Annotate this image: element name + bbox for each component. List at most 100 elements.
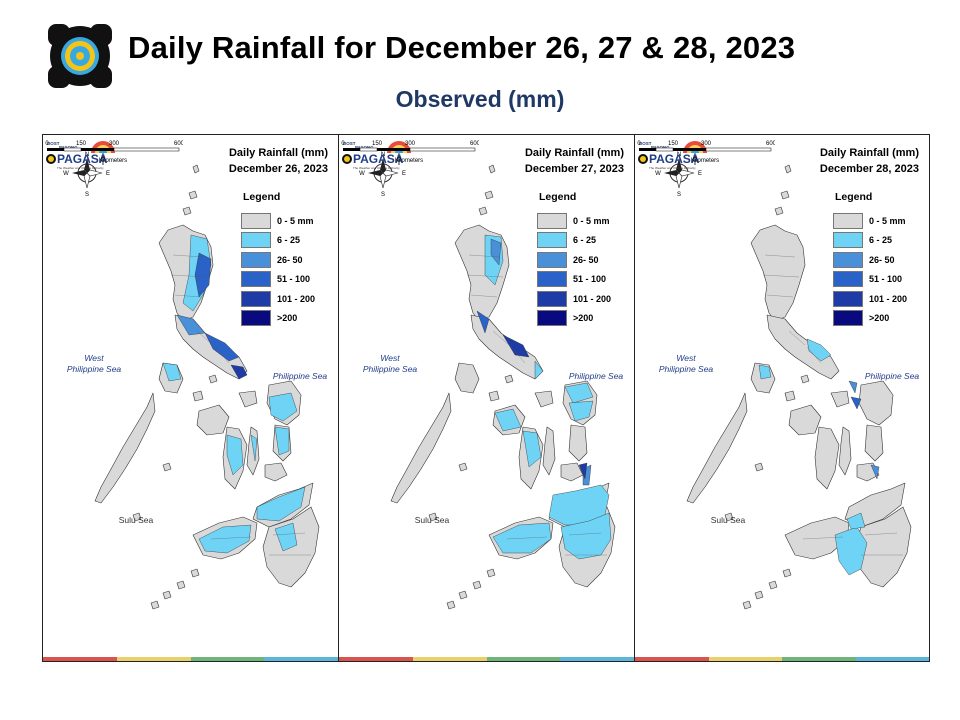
panel-date: December 26, 2023 xyxy=(228,163,328,175)
legend-label: 101 - 200 xyxy=(869,293,908,304)
legend-item: 51 - 100 xyxy=(537,270,611,290)
scale-bar: 0 150 300 600 Kilometers xyxy=(45,141,183,164)
legend-item: 51 - 100 xyxy=(241,270,315,290)
legend-swatch xyxy=(241,271,271,288)
legend-item: 0 - 5 mm xyxy=(241,211,315,231)
legend-label: >200 xyxy=(869,313,890,324)
legend-item: 101 - 200 xyxy=(537,289,611,309)
rainfall-area xyxy=(846,512,866,530)
legend-swatch xyxy=(833,271,863,288)
legend-item: 26- 50 xyxy=(537,250,611,270)
stripe-segment xyxy=(43,657,117,661)
svg-text:N: N xyxy=(85,152,89,158)
legend-item: 0 - 5 mm xyxy=(537,211,611,231)
legend-swatch xyxy=(833,310,863,327)
svg-text:0: 0 xyxy=(341,141,345,147)
svg-text:W: W xyxy=(63,171,69,177)
svg-text:PAYONG: PAYONG xyxy=(651,145,670,150)
svg-text:PAYONG: PAYONG xyxy=(355,145,374,150)
stripe-segment xyxy=(339,657,413,661)
rainfall-map-panel-1: N W E S xyxy=(43,135,339,661)
svg-text:W: W xyxy=(359,171,365,177)
panel-heading: Daily Rainfall (mm) xyxy=(228,147,328,159)
sea-label-sulu: Sulu Sea xyxy=(710,515,746,525)
rainfall-area xyxy=(198,524,252,554)
legend-item: 6 - 25 xyxy=(833,231,907,251)
stripe-segment xyxy=(708,657,782,661)
legend-label: 51 - 100 xyxy=(869,274,903,285)
rainfall-area xyxy=(534,360,544,380)
stripe-segment xyxy=(635,657,709,661)
legend-swatch xyxy=(537,310,567,327)
svg-text:600: 600 xyxy=(174,141,183,147)
legend-item: >200 xyxy=(537,309,611,329)
legend-item: >200 xyxy=(833,309,907,329)
rainfall-area xyxy=(250,434,258,462)
legend-swatch xyxy=(241,251,271,268)
legend-label: 6 - 25 xyxy=(869,235,893,246)
legend-label: 0 - 5 mm xyxy=(869,215,906,226)
stripe-segment xyxy=(486,657,561,661)
legend-label: 0 - 5 mm xyxy=(277,215,314,226)
svg-text:DOST: DOST xyxy=(639,141,652,146)
legend-item: 6 - 25 xyxy=(241,231,315,251)
svg-text:600: 600 xyxy=(470,141,479,147)
panel-header: Daily Rainfall (mm) December 28, 2023 xyxy=(820,145,919,177)
svg-text:150: 150 xyxy=(76,141,87,147)
legend-label: 26- 50 xyxy=(869,254,895,265)
svg-text:0: 0 xyxy=(45,141,49,147)
legend-title: Legend xyxy=(539,191,577,203)
rainfall-map-panel-3: N W E S xyxy=(635,135,929,661)
sea-label-philippine: Philippine Sea xyxy=(568,371,624,381)
rainfall-map-panel-2: N W E S xyxy=(339,135,635,661)
legend-swatch xyxy=(241,290,271,307)
svg-text:Kilometers: Kilometers xyxy=(99,158,127,164)
rainfall-area xyxy=(274,522,298,552)
sea-label-sulu: Sulu Sea xyxy=(414,515,450,525)
rainfall-area xyxy=(268,392,298,422)
stripe-segment xyxy=(412,657,487,661)
compass-icon: N W E S xyxy=(63,152,110,198)
svg-text:0: 0 xyxy=(637,141,641,147)
stripe-segment xyxy=(264,657,338,661)
legend-swatch xyxy=(241,212,271,229)
legend-label: >200 xyxy=(573,313,594,324)
svg-text:N: N xyxy=(677,152,681,158)
legend-swatch xyxy=(833,290,863,307)
svg-text:The Weather and Climate Author: The Weather and Climate Authority xyxy=(649,166,696,170)
svg-text:S: S xyxy=(677,192,681,198)
svg-text:Kilometers: Kilometers xyxy=(691,158,719,164)
stripe-segment xyxy=(116,657,191,661)
page-title: Daily Rainfall for December 26, 27 & 28,… xyxy=(128,30,796,65)
rainfall-area xyxy=(848,380,858,394)
rainfall-area xyxy=(502,334,530,358)
philippines-map: N W E S xyxy=(63,152,320,610)
panel-header: Daily Rainfall (mm) December 27, 2023 xyxy=(525,145,624,177)
legend: 0 - 5 mm 6 - 25 26- 50 51 - 100 101 - 200 >20… xyxy=(241,211,315,328)
panel-date: December 28, 2023 xyxy=(819,163,919,175)
stripe-segment xyxy=(560,657,634,661)
page-subtitle: Observed (mm) xyxy=(395,86,565,112)
legend-swatch xyxy=(833,251,863,268)
legend-item: 0 - 5 mm xyxy=(833,211,907,231)
legend-label: 51 - 100 xyxy=(277,274,311,285)
philippines-map: N W E S xyxy=(655,152,912,610)
legend-label: >200 xyxy=(277,313,298,324)
stripe-segment xyxy=(190,657,265,661)
sea-label-west: West Philippine Sea xyxy=(66,353,122,374)
rainfall-area xyxy=(758,364,772,380)
legend-swatch xyxy=(537,212,567,229)
legend-item: 26- 50 xyxy=(833,250,907,270)
svg-text:PAGASA: PAGASA xyxy=(57,152,108,166)
svg-text:300: 300 xyxy=(701,141,712,147)
svg-text:The Weather and Climate Author: The Weather and Climate Authority xyxy=(353,166,400,170)
svg-text:300: 300 xyxy=(109,141,120,147)
rainfall-area xyxy=(850,396,862,410)
svg-text:E: E xyxy=(402,171,406,177)
legend-swatch xyxy=(833,232,863,249)
rainfall-area xyxy=(194,252,212,298)
sea-label-philippine: Philippine Sea xyxy=(272,371,328,381)
svg-text:S: S xyxy=(381,192,385,198)
sea-label-sulu: Sulu Sea xyxy=(118,515,154,525)
sea-label-west: West Philippine Sea xyxy=(362,353,418,374)
